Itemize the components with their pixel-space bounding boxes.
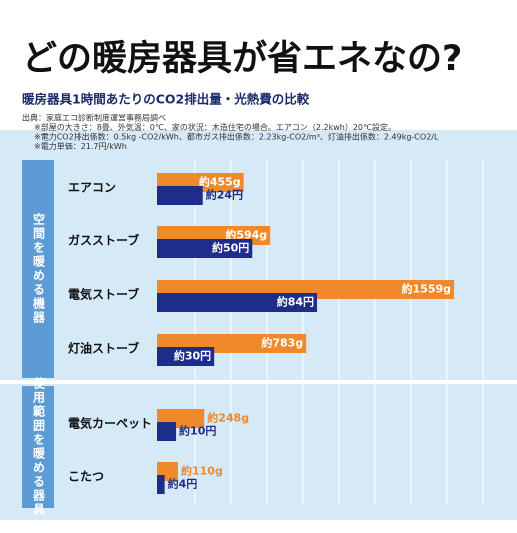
value-label: 約783g <box>261 336 303 350</box>
category-label: 灯油ストーブ <box>68 341 139 356</box>
bar <box>157 186 203 205</box>
value-label: 約24円 <box>206 188 243 202</box>
category-label: エアコン <box>68 181 116 195</box>
source-note: 出典：家庭エコ診断制度運営事務局調べ <box>22 113 166 123</box>
value-label: 約455g <box>199 175 241 189</box>
bar <box>157 239 253 258</box>
group-band <box>22 386 54 508</box>
grid <box>194 160 484 505</box>
value-label: 約84円 <box>277 295 314 309</box>
category-label: こたつ <box>68 470 104 484</box>
bar <box>157 293 318 312</box>
category-label: 電気ストーブ <box>68 287 139 302</box>
chart-title: どの暖房器具が省エネなの? <box>22 39 462 79</box>
value-label: 約594g <box>225 228 267 242</box>
bar <box>157 422 177 441</box>
group-label: 使用範囲を暖める器具 <box>32 376 46 517</box>
subtitle: 暖房器具1時間あたりのCO2排出量・光熱費の比較 <box>22 92 310 107</box>
value-label: 約30円 <box>174 349 211 363</box>
value-label: 約1559g <box>402 282 452 296</box>
value-label: 約10円 <box>179 424 216 438</box>
source-note: ※部屋の大きさ：8畳、外気温：0℃、家の状況：木造住宅の場合。エアコン（2.2k… <box>34 122 396 132</box>
value-label: 約248g <box>207 411 249 425</box>
bar <box>157 347 215 366</box>
source-note: ※電力CO2排出係数：0.5kg -CO2/kWh、都市ガス排出係数：2.23k… <box>34 132 439 142</box>
group-band <box>22 160 54 378</box>
category-label: 電気カーペット <box>68 416 152 431</box>
value-label: 約50円 <box>212 241 249 255</box>
value-label: 約4円 <box>168 477 198 491</box>
source-note: ※電力単価：21.7円/kWh <box>34 141 127 151</box>
group-label: 空間を暖める機器 <box>32 212 46 325</box>
panel <box>0 130 517 520</box>
bar <box>157 475 165 494</box>
category-label: ガスストーブ <box>68 233 139 248</box>
value-label: 約110g <box>181 464 223 478</box>
